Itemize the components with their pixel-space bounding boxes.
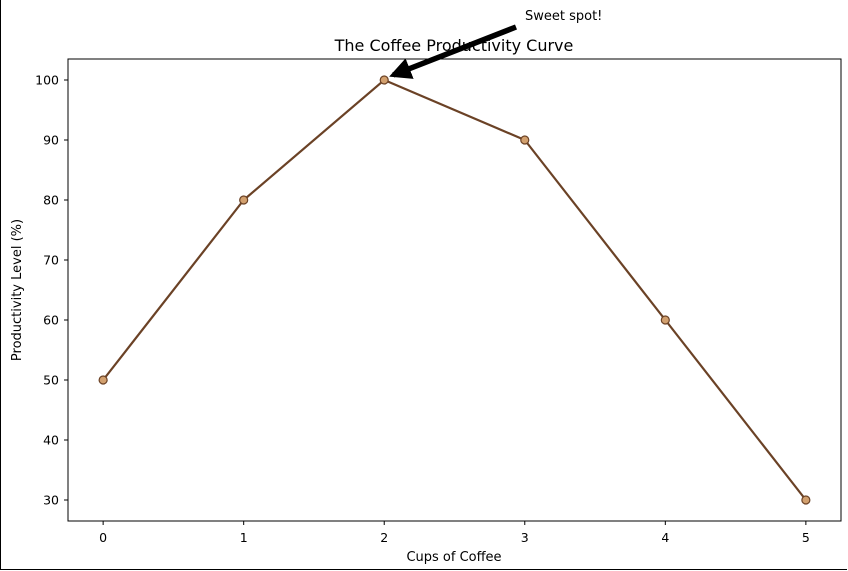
data-point [660, 315, 670, 325]
series-line [102, 78, 807, 501]
annotation-group: Sweet spot! [389, 9, 602, 79]
x-axis: 0 1 2 3 4 5 [99, 521, 810, 545]
y-axis-label: Productivity Level (%) [10, 219, 25, 361]
annotation-arrow [389, 24, 518, 79]
x-tick-label: 4 [661, 530, 669, 545]
plot-area [67, 58, 842, 522]
data-point [98, 375, 108, 385]
data-point [239, 195, 249, 205]
data-point [379, 75, 389, 85]
series-group [98, 75, 811, 505]
x-tick-label: 1 [240, 530, 248, 545]
y-tick-label: 50 [43, 373, 59, 388]
x-tick-label: 0 [99, 530, 107, 545]
x-tick-label: 3 [521, 530, 529, 545]
y-tick-label: 30 [43, 493, 59, 508]
y-tick-label: 40 [43, 433, 59, 448]
y-tick-label: 60 [43, 313, 59, 328]
y-axis: 30 40 50 60 70 80 90 100 [35, 73, 68, 508]
y-tick-label: 100 [35, 73, 59, 88]
data-point [801, 495, 811, 505]
data-point [520, 135, 530, 145]
x-tick-label: 2 [380, 530, 388, 545]
chart-title: The Coffee Productivity Curve [334, 36, 574, 55]
y-tick-label: 80 [43, 193, 59, 208]
y-tick-label: 70 [43, 253, 59, 268]
x-axis-label: Cups of Coffee [406, 550, 501, 565]
annotation-text: Sweet spot! [525, 9, 602, 24]
x-tick-label: 5 [802, 530, 810, 545]
y-tick-label: 90 [43, 133, 59, 148]
